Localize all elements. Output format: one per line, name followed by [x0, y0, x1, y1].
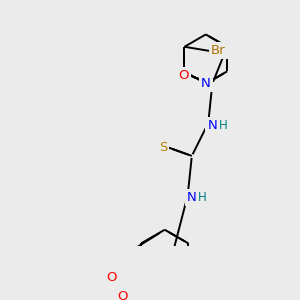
Text: H: H	[198, 191, 207, 204]
Text: N: N	[208, 119, 217, 132]
Text: N: N	[187, 191, 197, 204]
Text: O: O	[106, 271, 116, 284]
Text: S: S	[159, 141, 167, 154]
Text: N: N	[201, 77, 211, 90]
Text: Br: Br	[211, 44, 225, 57]
Text: H: H	[219, 119, 227, 132]
Text: O: O	[117, 290, 128, 300]
Text: O: O	[178, 69, 189, 82]
